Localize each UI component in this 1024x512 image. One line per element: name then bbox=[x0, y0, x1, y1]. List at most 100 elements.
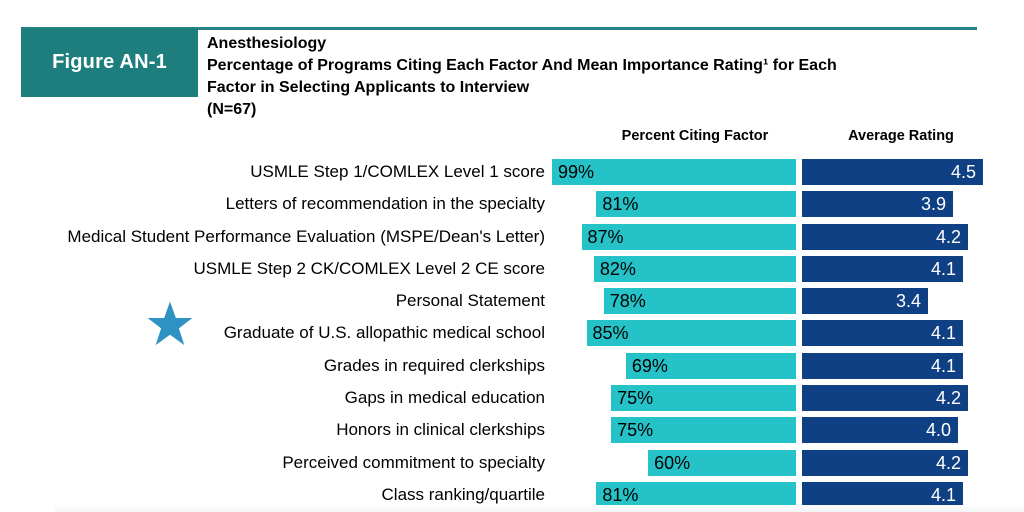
chart-row: Class ranking/quartile 81% 4.1 bbox=[0, 481, 1024, 508]
rating-bar-track: 4.1 bbox=[802, 255, 1024, 282]
rating-bar: 3.9 bbox=[802, 191, 953, 218]
percent-bar: 82% bbox=[593, 255, 796, 282]
rating-bar: 4.1 bbox=[802, 481, 963, 508]
percent-value: 87% bbox=[587, 226, 624, 247]
chart-row: USMLE Step 1/COMLEX Level 1 score 99% 4.… bbox=[0, 159, 1024, 185]
chart-row: Perceived commitment to specialty 60% 4.… bbox=[0, 449, 1024, 476]
percent-bar: 69% bbox=[625, 352, 796, 379]
rating-bar: 4.0 bbox=[802, 417, 958, 444]
column-header-rating: Average Rating bbox=[848, 128, 954, 144]
chart-row: Personal Statement 78% 3.4 bbox=[0, 288, 1024, 315]
percent-value: 82% bbox=[599, 258, 636, 279]
column-header-percent: Percent Citing Factor bbox=[621, 128, 769, 144]
rating-bar: 4.1 bbox=[802, 255, 963, 282]
rating-bar: 4.1 bbox=[802, 352, 963, 379]
rating-bar: 4.1 bbox=[802, 320, 963, 347]
percent-value: 60% bbox=[654, 452, 691, 473]
percent-bar-track: 82% bbox=[548, 255, 796, 282]
factor-label: Class ranking/quartile bbox=[381, 484, 545, 504]
percent-value: 81% bbox=[602, 194, 639, 215]
percent-bar: 81% bbox=[596, 481, 796, 508]
percent-bar: 99% bbox=[552, 159, 796, 185]
chart-row: Letters of recommendation in the special… bbox=[0, 191, 1024, 218]
chart-row: Honors in clinical clerkships 75% 4.0 bbox=[0, 417, 1024, 444]
factor-label: Graduate of U.S. allopathic medical scho… bbox=[223, 323, 545, 343]
title-sample-size: (N=67) bbox=[207, 101, 257, 118]
percent-bar: 87% bbox=[581, 223, 796, 250]
rating-bar-track: 4.0 bbox=[802, 417, 1024, 444]
chart-row: Gaps in medical education 75% 4.2 bbox=[0, 385, 1024, 412]
rating-value: 4.1 bbox=[930, 323, 956, 344]
rating-value: 3.4 bbox=[895, 291, 921, 312]
factor-label: Gaps in medical education bbox=[344, 388, 545, 408]
rating-value: 4.2 bbox=[935, 226, 961, 247]
percent-bar-track: 85% bbox=[548, 320, 796, 347]
bar-chart: USMLE Step 1/COMLEX Level 1 score 99% 4.… bbox=[0, 159, 1024, 512]
factor-label: Letters of recommendation in the special… bbox=[225, 194, 545, 214]
percent-value: 99% bbox=[558, 162, 595, 182]
percent-bar-track: 69% bbox=[548, 352, 796, 379]
chart-row: Graduate of U.S. allopathic medical scho… bbox=[0, 320, 1024, 347]
rating-bar-track: 3.9 bbox=[802, 191, 1024, 218]
percent-bar-track: 81% bbox=[548, 481, 796, 508]
percent-bar-track: 87% bbox=[548, 223, 796, 250]
title-specialty: Anesthesiology bbox=[207, 35, 327, 52]
rating-bar: 4.2 bbox=[802, 385, 968, 412]
figure-title: Anesthesiology Percentage of Programs Ci… bbox=[207, 33, 1007, 121]
figure-label: Figure AN-1 bbox=[52, 51, 167, 73]
title-line-2: Percentage of Programs Citing Each Facto… bbox=[207, 57, 837, 74]
factor-label: Medical Student Performance Evaluation (… bbox=[67, 226, 545, 246]
figure-label-box: Figure AN-1 bbox=[21, 28, 198, 97]
factor-label: Perceived commitment to specialty bbox=[282, 452, 545, 472]
percent-bar-track: 75% bbox=[548, 417, 796, 444]
percent-bar-track: 81% bbox=[548, 191, 796, 218]
rating-bar-track: 4.2 bbox=[802, 449, 1024, 476]
chart-row: Medical Student Performance Evaluation (… bbox=[0, 223, 1024, 250]
factor-label: USMLE Step 2 CK/COMLEX Level 2 CE score bbox=[193, 258, 545, 278]
header-rule bbox=[21, 27, 977, 30]
percent-bar-track: 99% bbox=[548, 159, 796, 185]
factor-label: Grades in required clerkships bbox=[323, 355, 545, 375]
rating-value: 4.0 bbox=[925, 420, 951, 441]
percent-value: 75% bbox=[617, 388, 654, 409]
factor-label: Personal Statement bbox=[395, 291, 545, 311]
rating-bar-track: 4.2 bbox=[802, 223, 1024, 250]
rating-bar: 4.2 bbox=[802, 223, 968, 250]
rating-bar-track: 4.1 bbox=[802, 481, 1024, 508]
rating-bar-track: 4.5 bbox=[802, 159, 1024, 185]
rating-value: 4.1 bbox=[930, 258, 956, 279]
star-icon bbox=[147, 301, 193, 346]
rating-bar-track: 4.2 bbox=[802, 385, 1024, 412]
rating-value: 4.2 bbox=[935, 452, 961, 473]
rating-value: 4.1 bbox=[930, 484, 956, 505]
percent-value: 81% bbox=[602, 484, 639, 505]
rating-value: 4.2 bbox=[935, 388, 961, 409]
rating-bar: 4.2 bbox=[802, 449, 968, 476]
rating-bar: 3.4 bbox=[802, 288, 928, 315]
rating-bar-track: 4.1 bbox=[802, 352, 1024, 379]
percent-bar: 78% bbox=[603, 288, 796, 315]
percent-bar: 75% bbox=[611, 417, 796, 444]
rating-value: 3.9 bbox=[920, 194, 946, 215]
percent-value: 75% bbox=[617, 420, 654, 441]
percent-bar: 60% bbox=[648, 449, 796, 476]
percent-bar-track: 78% bbox=[548, 288, 796, 315]
title-line-3: Factor in Selecting Applicants to Interv… bbox=[207, 79, 530, 96]
rating-value: 4.5 bbox=[950, 162, 976, 182]
chart-row: Grades in required clerkships 69% 4.1 bbox=[0, 352, 1024, 379]
percent-value: 85% bbox=[592, 323, 629, 344]
rating-bar: 4.5 bbox=[802, 159, 983, 185]
page-edge-artifact bbox=[55, 505, 1024, 512]
percent-bar-track: 75% bbox=[548, 385, 796, 412]
rating-bar-track: 3.4 bbox=[802, 288, 1024, 315]
percent-bar: 75% bbox=[611, 385, 796, 412]
percent-value: 69% bbox=[631, 355, 668, 376]
factor-label: USMLE Step 1/COMLEX Level 1 score bbox=[250, 162, 545, 181]
percent-bar-track: 60% bbox=[548, 449, 796, 476]
chart-row: USMLE Step 2 CK/COMLEX Level 2 CE score … bbox=[0, 255, 1024, 282]
factor-label: Honors in clinical clerkships bbox=[336, 420, 545, 440]
percent-bar: 81% bbox=[596, 191, 796, 218]
rating-bar-track: 4.1 bbox=[802, 320, 1024, 347]
percent-bar: 85% bbox=[586, 320, 796, 347]
